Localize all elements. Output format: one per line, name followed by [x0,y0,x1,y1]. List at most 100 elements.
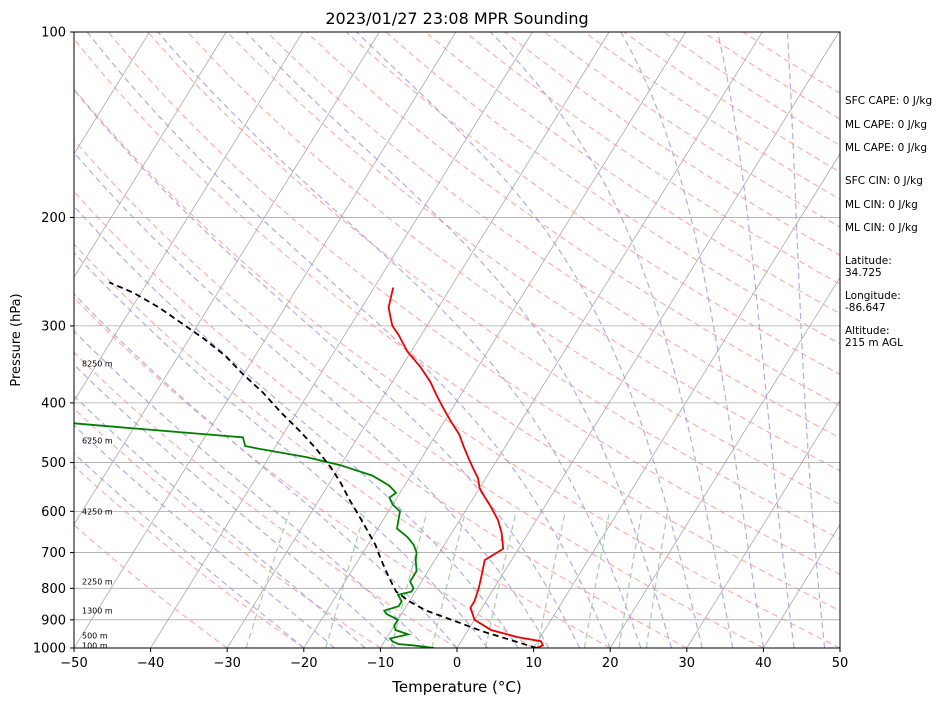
x-tick-label: 30 [679,656,696,671]
y-axis-label: Pressure (hPa) [9,293,24,386]
height-label: 500 m [82,632,108,641]
y-tick-label: 1000 [33,642,66,657]
sounding-stats: SFC CAPE: 0 J/kg ML CAPE: 0 J/kg ML CAPE: … [845,95,932,349]
dry-adiabat-line [186,32,840,506]
moist-adiabat-line [86,32,611,648]
moist-adiabat-line [74,151,550,648]
moist-adiabat-line [74,293,458,648]
dry-adiabat-line [74,465,305,648]
dry-adiabat-line [425,32,840,315]
x-tick-label: −30 [213,656,240,671]
moist-adiabat-line [74,330,427,648]
mixing-ratio-line [325,511,366,648]
dry-adiabat-line [226,32,840,472]
isotherm-line [74,32,304,402]
stat-text: ML CIN: 0 J/kg [845,199,918,211]
stat-text: 215 m AGL [845,337,903,349]
height-label: 6250 m [82,436,113,445]
dry-adiabat-line [266,32,840,439]
moist-adiabat-line [245,32,673,648]
dry-adiabat-line [147,32,840,540]
x-tick-label: 50 [832,656,849,671]
stat-text: ML CAPE: 0 J/kg [845,119,927,131]
moist-adiabat-line [620,32,764,648]
background-lines [74,32,840,648]
stat-text: SFC CIN: 0 J/kg [845,175,923,187]
isotherm-line [533,153,840,648]
stat-text: ML CAPE: 0 J/kg [845,142,927,154]
isotherm-line [226,32,610,648]
height-label: 8250 m [82,359,113,368]
height-label: 100 m [82,641,108,650]
dry-adiabat-line [74,88,840,648]
moist-adiabat-line [74,251,489,648]
moist-adiabat-line [74,363,397,648]
moist-adiabat-line [717,32,795,648]
plot-frame [73,31,841,649]
stat-text: Longitude: [845,290,901,302]
data-lines [74,281,545,648]
dry-adiabat-line [74,243,611,648]
mixing-ratio-line [536,511,566,648]
stat-text: ML CIN: 0 J/kg [845,222,918,234]
dry-adiabat-line [74,296,534,648]
isotherm-line [686,400,840,648]
x-tick-label: 10 [525,656,542,671]
y-tick-label: 600 [41,505,66,520]
stat-text: Altitude: [845,325,890,337]
stat-text: 34.725 [845,267,882,279]
mixing-ratio-line [245,511,291,648]
moist-adiabat-line [157,32,642,648]
height-label: 1300 m [82,607,113,616]
x-tick-label: −40 [137,656,164,671]
temperature-line [387,287,545,648]
moist-adiabat-line [74,88,581,648]
isotherm-line [609,276,840,648]
y-tick-label: 900 [41,613,66,628]
x-tick-label: 20 [602,656,619,671]
pressure-gridlines [74,31,840,649]
mixing-ratio-line [390,511,428,648]
y-tick-label: 400 [41,396,66,411]
dry-adiabat-line [464,32,840,285]
x-tick-label: 40 [755,656,772,671]
moist-adiabat-line [490,32,734,648]
isotherm-line [74,32,227,279]
dry-adiabat-line [74,139,764,648]
dry-adiabat-line [345,32,840,376]
dry-adiabat-line [306,32,840,407]
isotherm-line [74,32,457,648]
dry-adiabat-line [74,524,228,648]
y-tick-label: 500 [41,456,66,471]
moist-adiabat-line [786,32,826,648]
y-tick-label: 100 [41,26,66,41]
y-axis-ticks: 100 200 300 400 500 600 700 800 900 1000 [33,26,74,657]
height-label: 2250 m [82,578,113,587]
x-tick-label: 0 [453,656,461,671]
dry-adiabat-line [107,32,840,576]
y-tick-label: 800 [41,582,66,597]
stat-text: SFC CAPE: 0 J/kg [845,95,932,107]
dewpoint-line [74,422,435,648]
isotherm-line [456,32,840,648]
x-tick-label: −10 [367,656,394,671]
x-tick-label: −50 [60,656,87,671]
y-tick-label: 300 [41,319,66,334]
isotherm-line [74,32,380,526]
dry-adiabat-line [74,351,458,648]
mixing-ratio-line [645,511,669,648]
moist-adiabat-line [74,205,519,648]
stat-text: -86.647 [845,302,886,314]
isotherm-line [150,32,533,648]
parcel-path-line [108,281,537,648]
isotherm-line [380,32,763,648]
x-axis-label: Temperature (°C) [391,678,521,696]
dry-adiabat-line [74,37,840,612]
mixing-ratio-line [618,511,643,648]
isotherm-line [303,32,687,648]
chart-title: 2023/01/27 23:08 MPR Sounding [325,9,588,28]
x-tick-label: −20 [290,656,317,671]
stat-text: Latitude: [845,255,892,267]
